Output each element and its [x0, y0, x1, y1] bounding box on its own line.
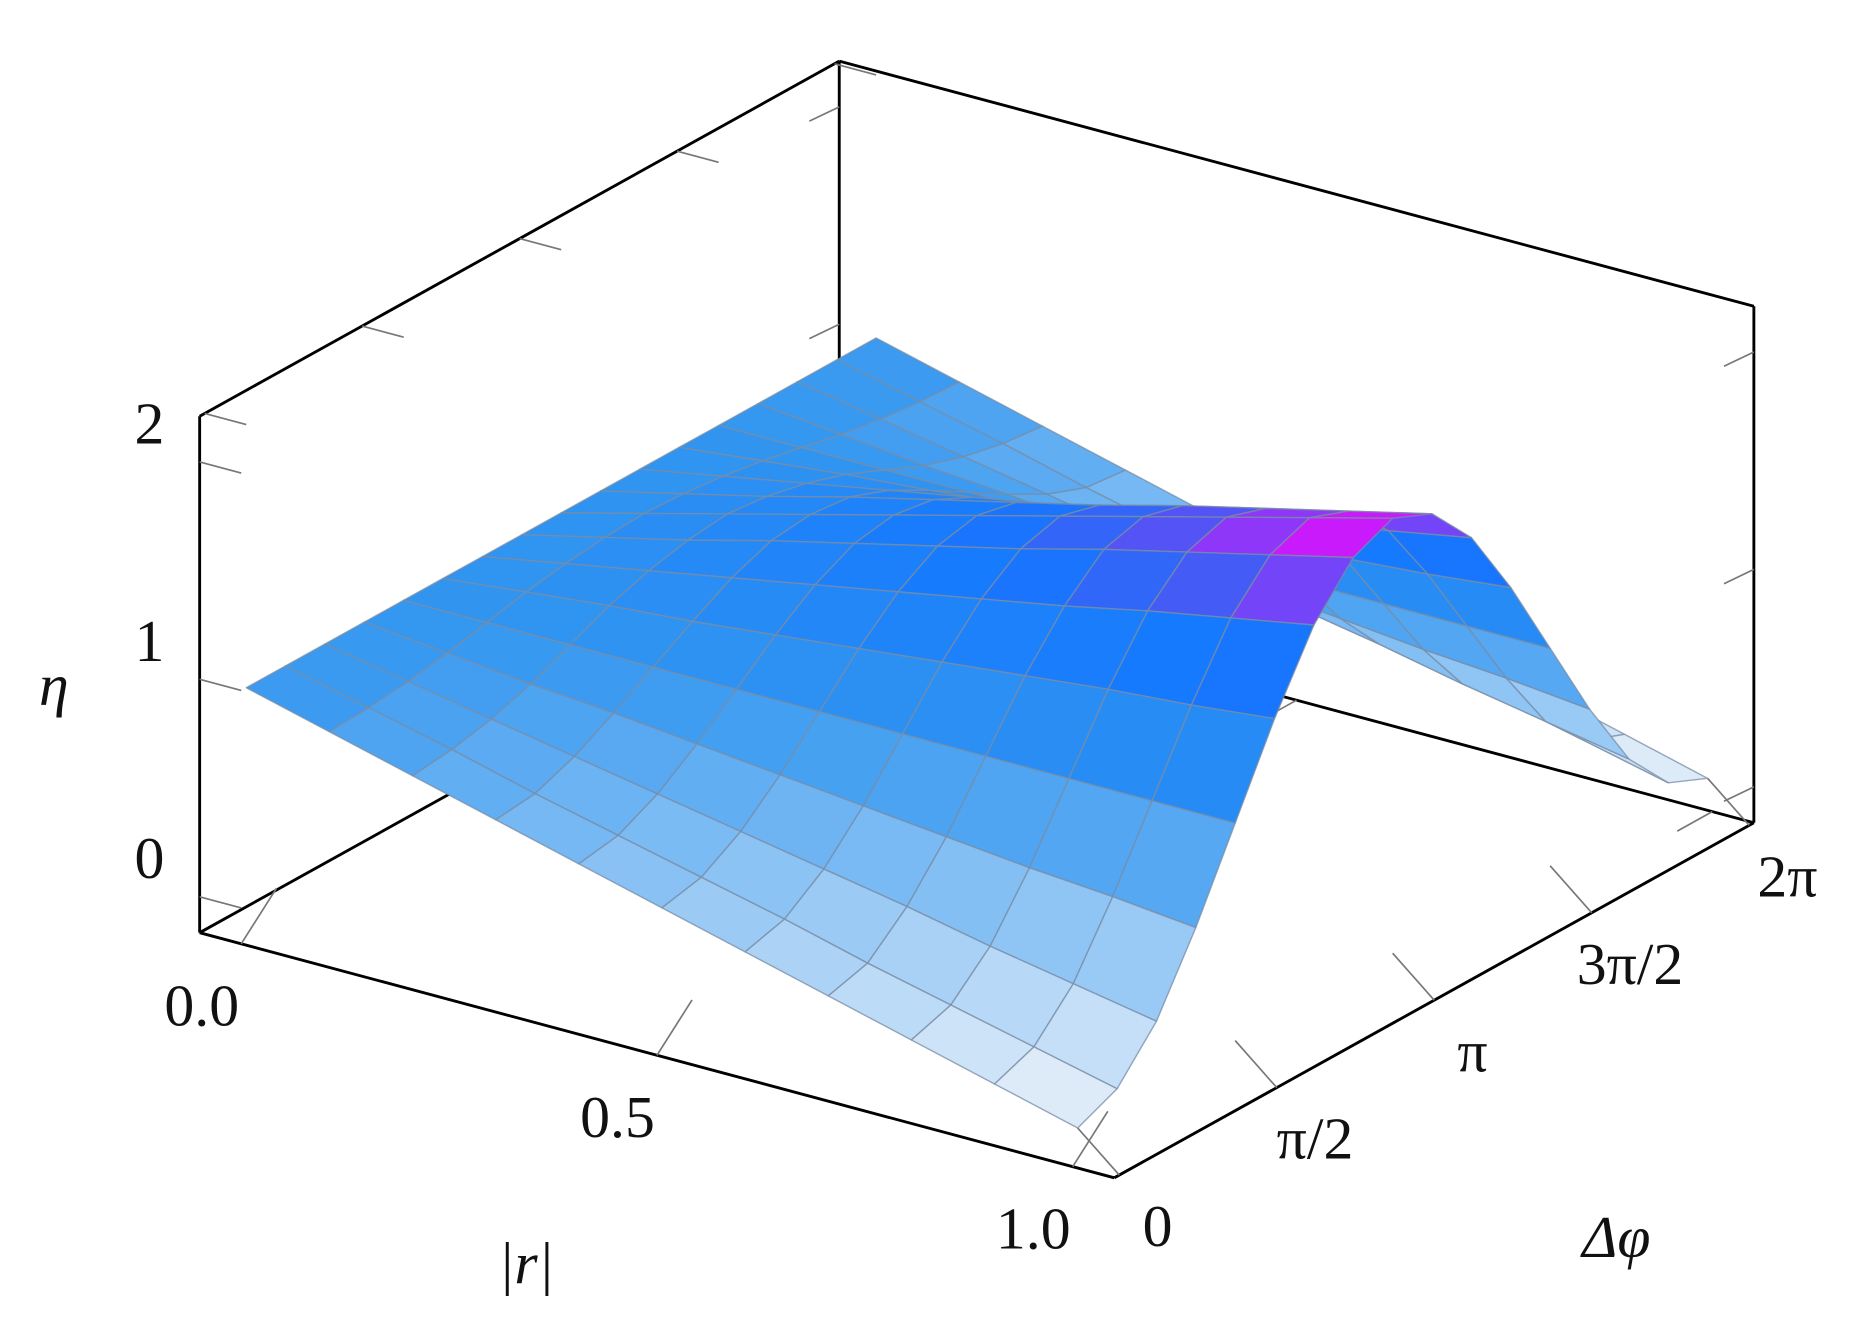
x-tick [656, 999, 693, 1056]
z-tick [1723, 351, 1755, 368]
y-tick [519, 237, 562, 251]
z-tick [1723, 786, 1755, 802]
y-tick-label: π/2 [1277, 1106, 1354, 1172]
axis-box-edge [199, 931, 1115, 1180]
x-tick-label: 0.5 [580, 1084, 655, 1150]
y-tick [1706, 777, 1750, 826]
z-tick [199, 895, 242, 909]
y-tick [1549, 865, 1593, 914]
y-tick [361, 325, 404, 338]
y-tick [1234, 1040, 1278, 1089]
z-tick-label: 0 [134, 825, 164, 891]
y-axis-label: Δφ [1580, 1204, 1650, 1270]
y-tick [1077, 1127, 1120, 1176]
y-tick-label: 2π [1757, 843, 1817, 909]
y-tick [834, 62, 877, 76]
z-tick-label: 1 [134, 608, 164, 674]
y-tick [676, 150, 719, 164]
y-tick-label: 3π/2 [1577, 931, 1684, 997]
y-tick-label: 0 [1143, 1193, 1173, 1259]
z-tick-label: 2 [134, 390, 164, 456]
x-axis-label: |r| [498, 1231, 554, 1297]
z-tick [199, 461, 242, 474]
x-tick [1676, 810, 1713, 832]
z-axis-label: η [39, 652, 69, 718]
x-tick [1071, 1110, 1109, 1168]
z-tick [1723, 568, 1755, 585]
y-tick-label: π [1457, 1018, 1487, 1084]
z-tick [809, 323, 840, 340]
z-tick [199, 678, 242, 692]
axis-box-edge [838, 59, 1755, 308]
y-tick [1392, 952, 1435, 1001]
x-tick [240, 888, 278, 945]
x-tick-label: 0.0 [164, 973, 239, 1039]
x-tick-label: 1.0 [996, 1196, 1071, 1262]
axis-box-edge [198, 59, 840, 418]
y-tick [204, 412, 247, 426]
z-tick [809, 106, 840, 122]
surface-patch [993, 1046, 1118, 1129]
